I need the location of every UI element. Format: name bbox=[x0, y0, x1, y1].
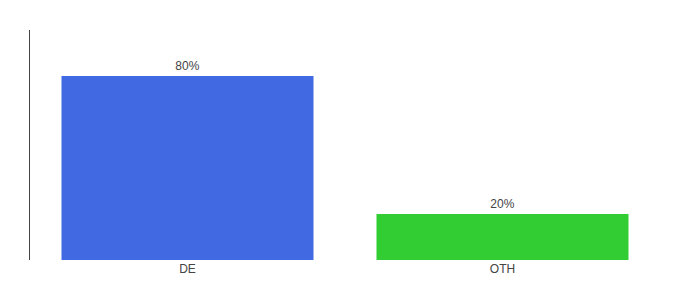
svg-text:80%: 80% bbox=[175, 59, 199, 73]
svg-text:DE: DE bbox=[179, 262, 196, 276]
svg-text:OTH: OTH bbox=[490, 262, 515, 276]
svg-text:20%: 20% bbox=[490, 197, 514, 211]
